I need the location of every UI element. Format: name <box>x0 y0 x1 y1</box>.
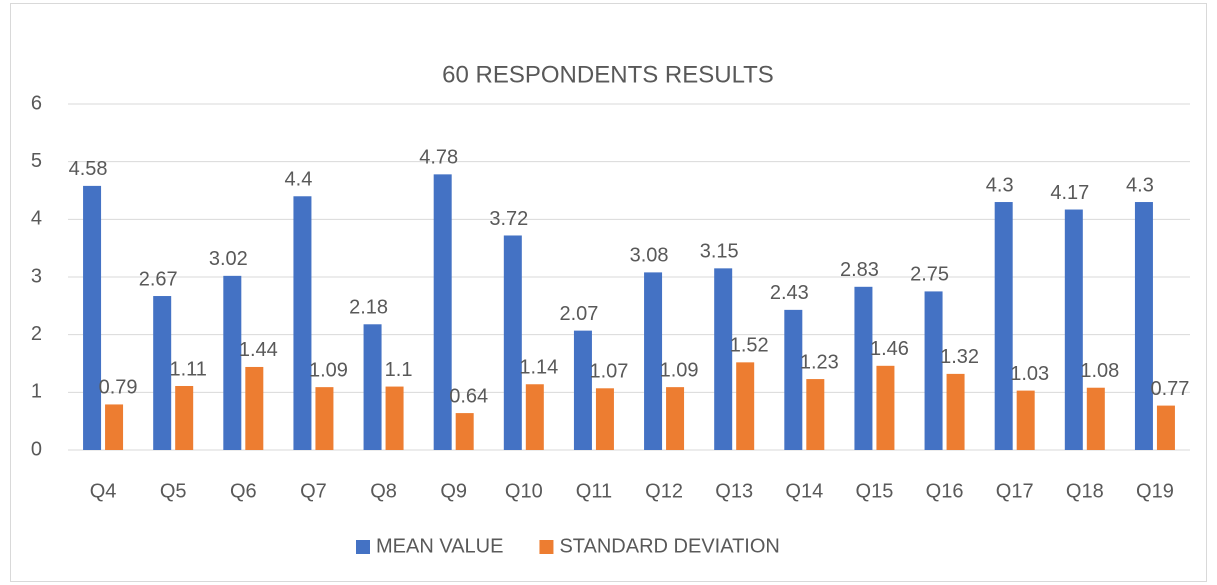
y-tick-label: 3 <box>31 265 42 287</box>
x-tick-label: Q12 <box>645 480 683 502</box>
bar <box>924 291 943 450</box>
y-tick-label: 5 <box>31 150 42 172</box>
bar <box>525 384 544 450</box>
bar <box>994 202 1013 450</box>
data-label: 2.18 <box>349 297 388 319</box>
bar <box>153 296 172 450</box>
bar <box>806 379 825 450</box>
chart-title: 60 RESPONDENTS RESULTS <box>442 61 774 88</box>
data-label: 0.64 <box>449 385 488 407</box>
y-tick-label: 1 <box>31 381 42 403</box>
data-label: 4.58 <box>69 158 108 180</box>
data-label: 4.78 <box>419 147 458 169</box>
y-tick-label: 4 <box>31 208 42 230</box>
bar <box>293 196 312 450</box>
x-tick-label: Q6 <box>230 480 257 502</box>
x-tick-label: Q17 <box>996 480 1034 502</box>
bar <box>105 404 124 450</box>
bar <box>595 388 614 450</box>
data-label: 2.83 <box>840 259 879 281</box>
legend-swatch <box>356 540 370 554</box>
x-tick-label: Q7 <box>300 480 327 502</box>
data-label: 2.67 <box>139 268 178 290</box>
y-tick-label: 0 <box>31 438 42 460</box>
data-label: 1.03 <box>1010 363 1049 385</box>
bar <box>1086 387 1105 450</box>
bar <box>503 235 522 450</box>
bar <box>714 268 733 450</box>
x-tick-label: Q18 <box>1066 480 1104 502</box>
bar <box>854 286 873 450</box>
data-label: 1.32 <box>940 346 979 368</box>
bar <box>245 366 264 450</box>
data-label: 3.72 <box>489 208 528 230</box>
data-label: 1.09 <box>309 359 348 381</box>
data-label: 3.02 <box>209 248 248 270</box>
legend-swatch <box>539 540 554 554</box>
data-label: 1.09 <box>660 359 699 381</box>
data-label: 4.17 <box>1050 182 1089 204</box>
bar <box>83 185 102 451</box>
data-label: 3.08 <box>630 245 669 267</box>
x-tick-label: Q19 <box>1136 480 1174 502</box>
data-label: 1.52 <box>730 335 769 357</box>
bar <box>1064 209 1083 450</box>
data-label: 1.46 <box>870 338 909 360</box>
bar <box>666 387 685 450</box>
bar <box>784 309 803 450</box>
data-label: 1.1 <box>385 359 413 381</box>
data-label: 2.75 <box>910 264 949 286</box>
x-tick-label: Q5 <box>160 480 187 502</box>
x-tick-label: Q15 <box>856 480 894 502</box>
data-label: 4.3 <box>986 174 1014 196</box>
bar <box>1134 202 1153 450</box>
data-label: 1.44 <box>239 339 278 361</box>
bar <box>876 365 895 450</box>
legend-label: STANDARD DEVIATION <box>559 535 779 557</box>
bar <box>363 324 382 450</box>
data-label: 2.43 <box>770 282 809 304</box>
data-label: 4.3 <box>1126 174 1154 196</box>
legend-label: MEAN VALUE <box>376 535 503 557</box>
x-tick-label: Q14 <box>785 480 823 502</box>
bar <box>175 385 194 450</box>
x-tick-label: Q13 <box>715 480 753 502</box>
x-tick-label: Q16 <box>926 480 964 502</box>
bar <box>433 174 452 450</box>
data-label: 1.08 <box>1080 360 1119 382</box>
bar <box>385 386 404 450</box>
bar <box>223 275 242 450</box>
bar <box>1156 405 1175 450</box>
x-tick-label: Q11 <box>576 480 612 502</box>
x-tick-label: Q4 <box>90 480 117 502</box>
data-label: 0.77 <box>1150 378 1189 400</box>
bar <box>1016 390 1035 450</box>
data-label: 1.23 <box>800 351 839 373</box>
data-label: 1.11 <box>169 358 206 380</box>
x-tick-label: Q9 <box>440 480 467 502</box>
y-tick-label: 6 <box>31 92 42 114</box>
data-label: 1.14 <box>519 357 558 379</box>
bar <box>455 413 474 450</box>
data-label: 3.15 <box>700 241 739 263</box>
data-label: 0.79 <box>99 377 138 399</box>
x-tick-label: Q10 <box>505 480 543 502</box>
bar <box>573 330 592 450</box>
bar <box>644 272 663 450</box>
bar <box>736 362 755 450</box>
data-label: 2.07 <box>559 303 598 325</box>
data-label: 1.07 <box>589 361 628 383</box>
bar <box>946 373 965 450</box>
y-tick-label: 2 <box>31 323 42 345</box>
x-tick-label: Q8 <box>370 480 397 502</box>
bar <box>315 387 334 450</box>
data-label: 4.4 <box>285 169 313 191</box>
